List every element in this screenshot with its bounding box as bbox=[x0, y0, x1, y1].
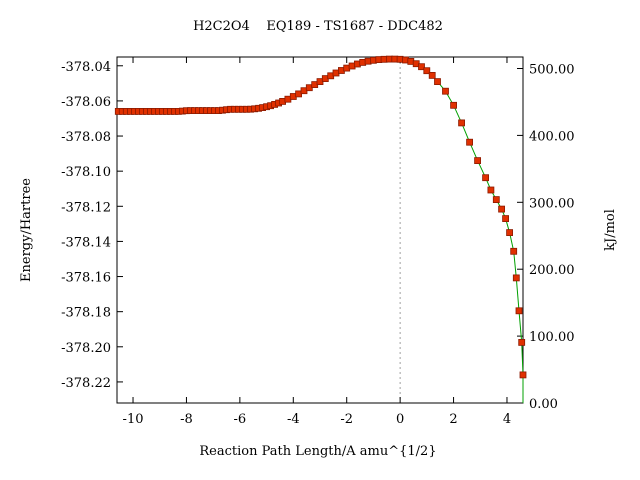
data-point bbox=[502, 215, 510, 223]
data-point bbox=[512, 274, 520, 282]
y-tick-label: -378.10 bbox=[61, 165, 111, 180]
x-tick-label: 0 bbox=[396, 412, 404, 427]
data-point bbox=[418, 63, 425, 71]
y-tick-label: -378.12 bbox=[61, 200, 111, 215]
plot-frame bbox=[116, 56, 524, 404]
y2-tick-label: 500.00 bbox=[529, 63, 575, 78]
data-point bbox=[442, 87, 449, 95]
y2-tick-label: 200.00 bbox=[529, 263, 575, 278]
y2-tick-label: 400.00 bbox=[529, 129, 575, 144]
y-tick-label: -378.16 bbox=[61, 271, 111, 286]
data-point bbox=[474, 157, 482, 165]
data-point bbox=[458, 119, 466, 127]
x-tick-label: -10 bbox=[123, 412, 144, 427]
data-point bbox=[466, 138, 474, 146]
x-tick-label: -8 bbox=[180, 412, 193, 427]
x-tick-label: -2 bbox=[340, 412, 353, 427]
data-point bbox=[482, 174, 490, 182]
data-point bbox=[506, 229, 514, 237]
data-point bbox=[428, 72, 436, 79]
y-tick-label: -378.08 bbox=[61, 130, 111, 145]
y2-tick-label: 300.00 bbox=[529, 196, 575, 211]
y2-tick-label: 100.00 bbox=[529, 330, 575, 345]
y2-axis-title: kJ/mol bbox=[603, 209, 618, 251]
data-point bbox=[434, 78, 441, 85]
data-point bbox=[487, 186, 495, 194]
x-tick-label: -6 bbox=[234, 412, 247, 427]
data-point bbox=[519, 371, 527, 379]
y-tick-label: -378.22 bbox=[61, 376, 111, 391]
data-point bbox=[423, 67, 431, 75]
y2-tick-label: 0.00 bbox=[529, 397, 558, 412]
y-tick-label: -378.04 bbox=[61, 60, 111, 75]
x-tick-label: -4 bbox=[287, 412, 300, 427]
y-tick-label: -378.20 bbox=[61, 341, 111, 356]
x-tick-label: 4 bbox=[503, 412, 511, 427]
y-axis-title: Energy/Hartree bbox=[19, 178, 34, 282]
data-point bbox=[492, 196, 500, 204]
y-tick-label: -378.14 bbox=[61, 235, 111, 250]
data-point bbox=[498, 205, 506, 213]
x-axis-title: Reaction Path Length/A amu^{1/2} bbox=[199, 444, 436, 459]
x-tick-label: 2 bbox=[449, 412, 457, 427]
data-point bbox=[450, 101, 458, 109]
y-tick-label: -378.18 bbox=[61, 306, 111, 321]
y-tick-label: -378.06 bbox=[61, 95, 111, 110]
data-point bbox=[518, 338, 526, 346]
data-point bbox=[515, 307, 523, 315]
data-point bbox=[510, 247, 518, 255]
plot-area: -10 -8 -6 -4 -2 0 2 4 -378.04 -378.06 -378.08 -378.… bbox=[61, 55, 575, 427]
chart-title: H2C2O4 EQ189 - TS1687 - DDC482 bbox=[193, 19, 443, 34]
